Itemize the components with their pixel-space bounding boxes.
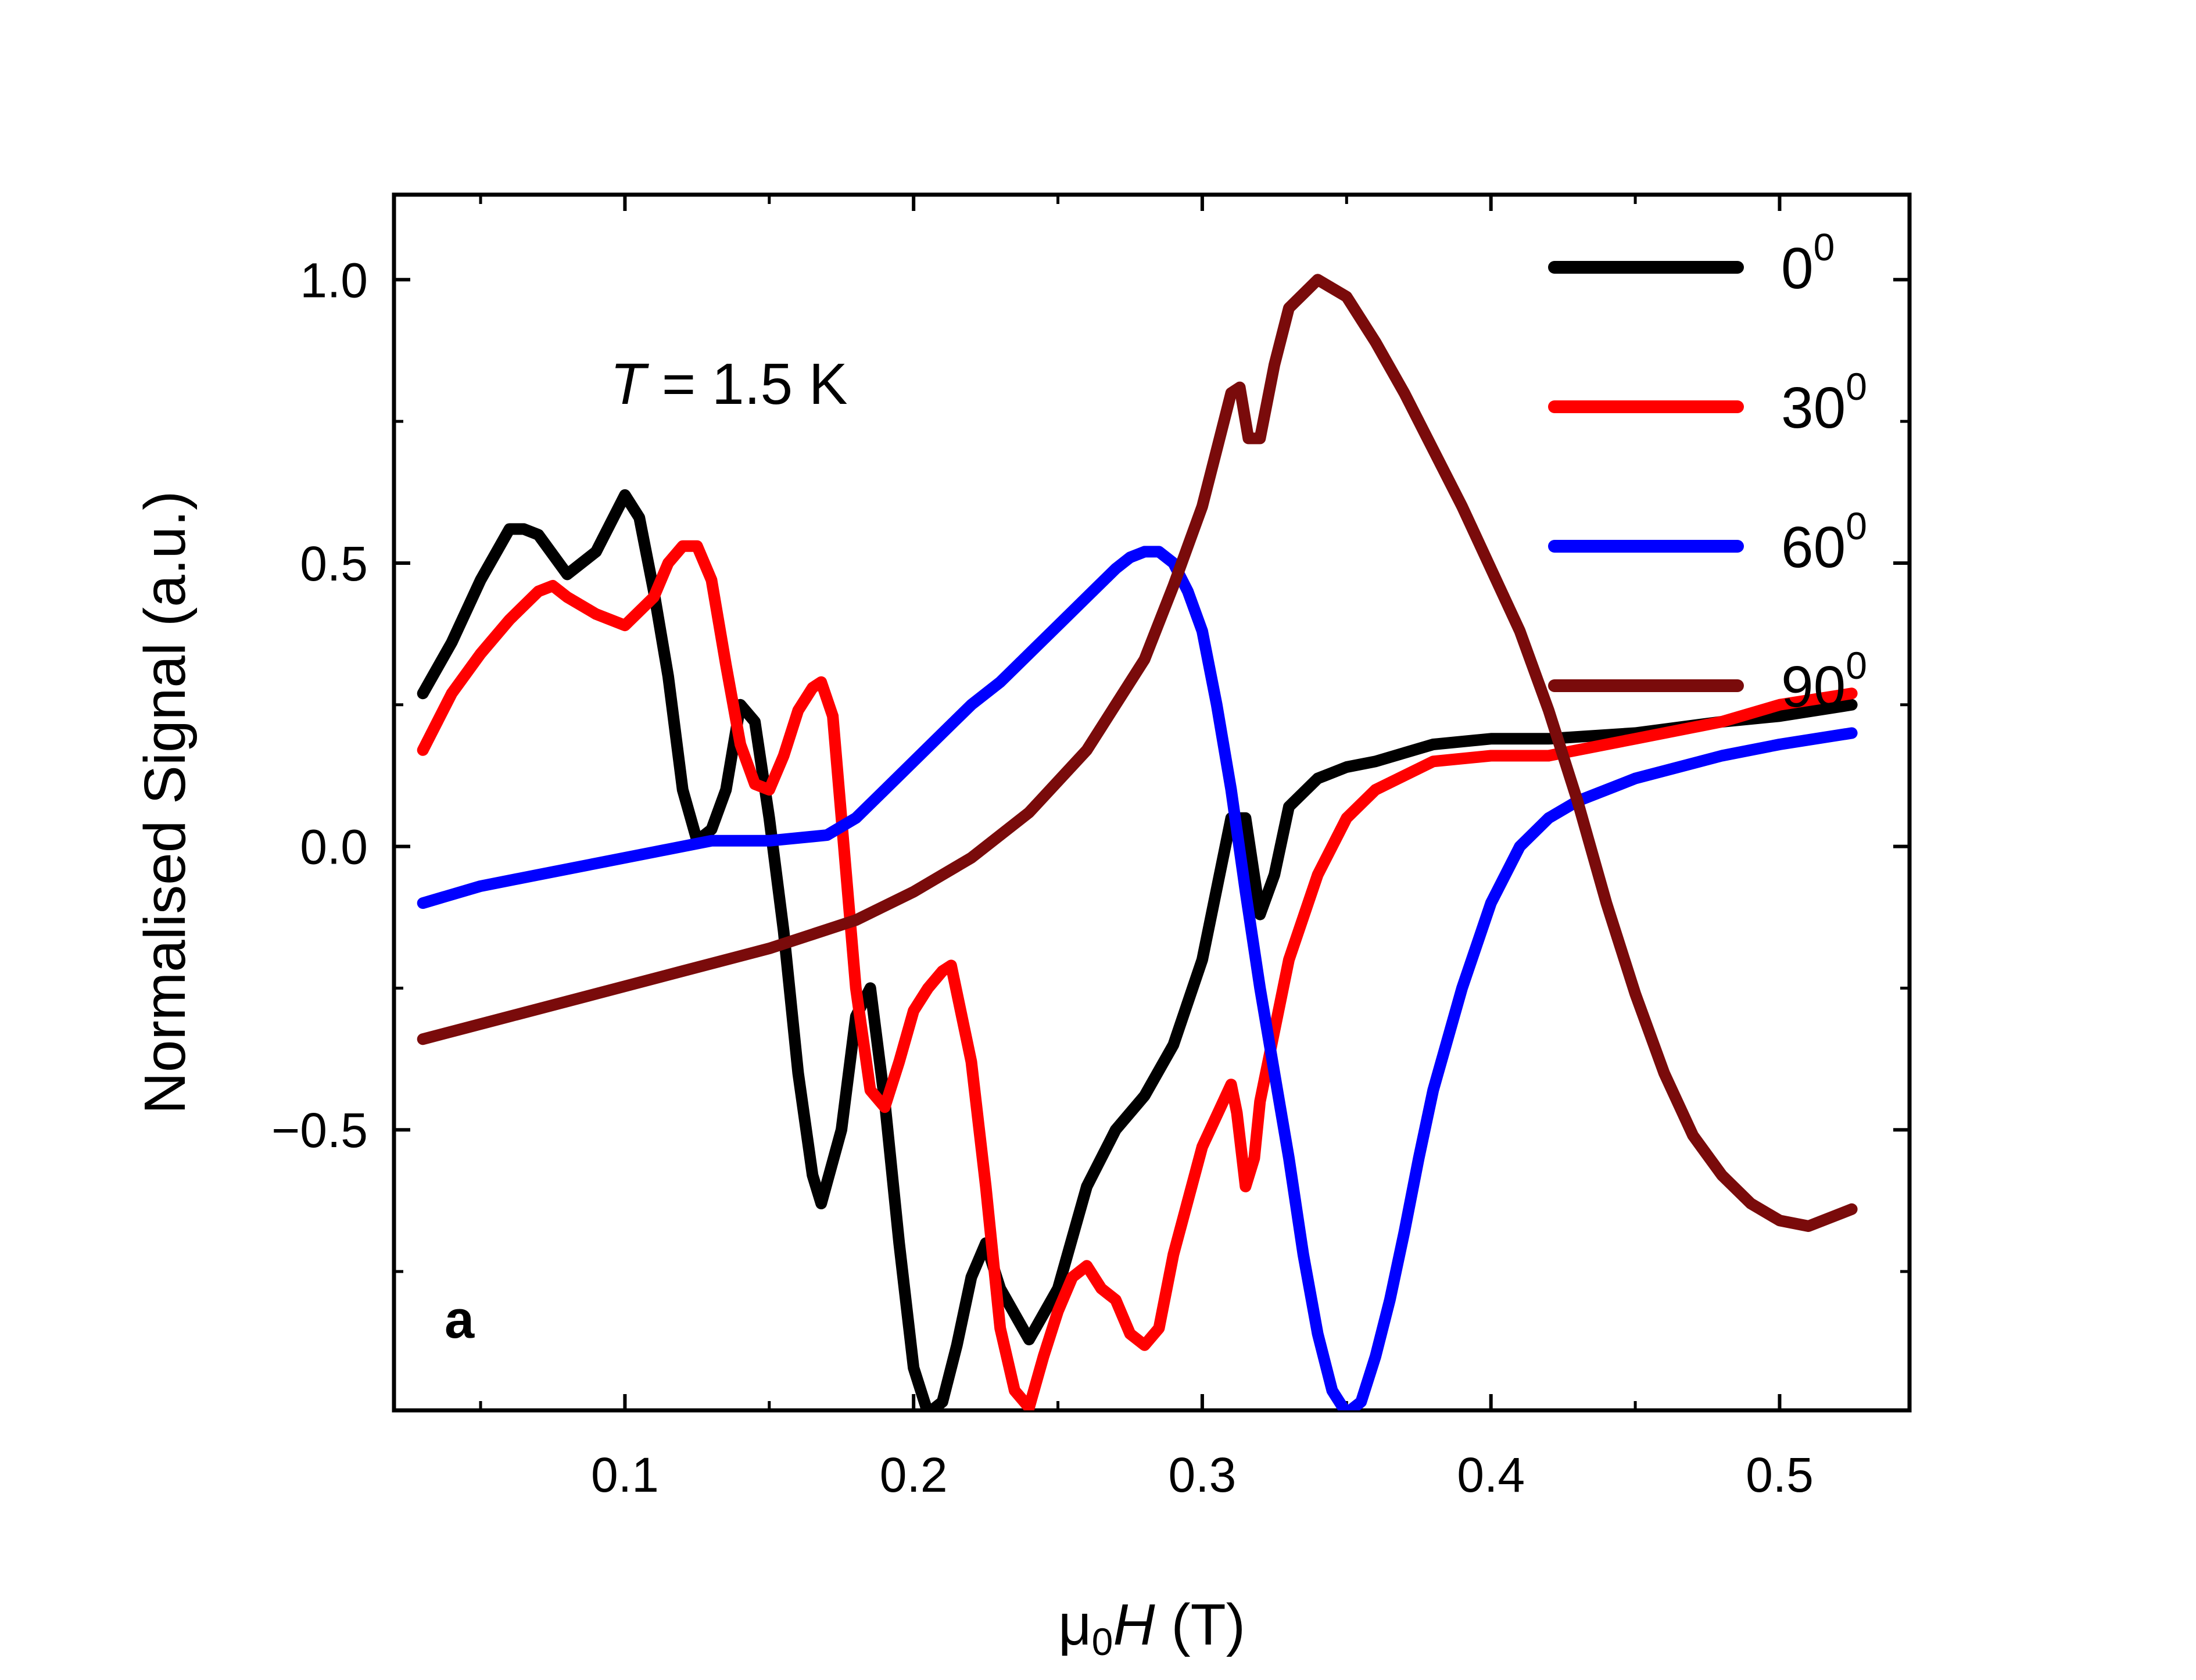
legend-degree-superscript: 0: [1846, 644, 1867, 687]
legend-angle: 60: [1781, 515, 1846, 580]
x-tick-label: 0.1: [591, 1448, 659, 1502]
x-tick-label: 0.4: [1457, 1448, 1525, 1502]
plot-frame: [392, 192, 1912, 1413]
legend-angle: 0: [1781, 236, 1814, 301]
y-tick-label: 1.0: [300, 253, 368, 307]
legend-label-90: 900: [1781, 644, 1867, 719]
series-line-60: [417, 546, 1858, 1410]
legend-angle: 30: [1781, 375, 1846, 440]
series-layer: [417, 274, 1858, 1410]
x-axis-subscript: 0: [1092, 1620, 1113, 1663]
series-line-0: [417, 489, 1858, 1410]
temperature-variable: T: [610, 352, 649, 417]
x-tick-label: 0.3: [1169, 1448, 1237, 1502]
x-axis-prefix: μ: [1058, 1592, 1092, 1657]
y-tick-labels: −0.5 0.0 0.5 1.0: [271, 253, 368, 1158]
y-axis-title: Normalised Signal (a.u.): [132, 491, 198, 1115]
x-tick-label: 0.2: [880, 1448, 948, 1502]
y-tick-label: 0.0: [300, 820, 368, 875]
x-axis-unit: (T): [1155, 1592, 1245, 1657]
axis-ticks: [394, 195, 1910, 1410]
legend-label-30: 300: [1781, 365, 1867, 440]
legend-degree-superscript: 0: [1846, 504, 1867, 547]
x-axis-title: μ0H (T): [1058, 1592, 1245, 1663]
y-tick-label: −0.5: [271, 1103, 368, 1158]
temperature-annotation: T = 1.5 K: [610, 352, 848, 417]
series-line-30: [417, 540, 1858, 1410]
y-tick-label: 0.5: [300, 536, 368, 591]
legend-label-60: 600: [1781, 504, 1867, 580]
x-axis-variable: H: [1113, 1592, 1155, 1657]
temperature-value: = 1.5 K: [646, 352, 847, 417]
legend-angle: 90: [1781, 654, 1846, 719]
x-tick-labels: 0.1 0.2 0.3 0.4 0.5: [591, 1448, 1814, 1502]
legend-degree-superscript: 0: [1814, 225, 1835, 268]
series-line-90: [417, 274, 1858, 1232]
legend-degree-superscript: 0: [1846, 365, 1867, 408]
x-tick-label: 0.5: [1746, 1448, 1814, 1502]
panel-label: a: [445, 1290, 475, 1349]
legend-label-0: 00: [1781, 225, 1835, 301]
